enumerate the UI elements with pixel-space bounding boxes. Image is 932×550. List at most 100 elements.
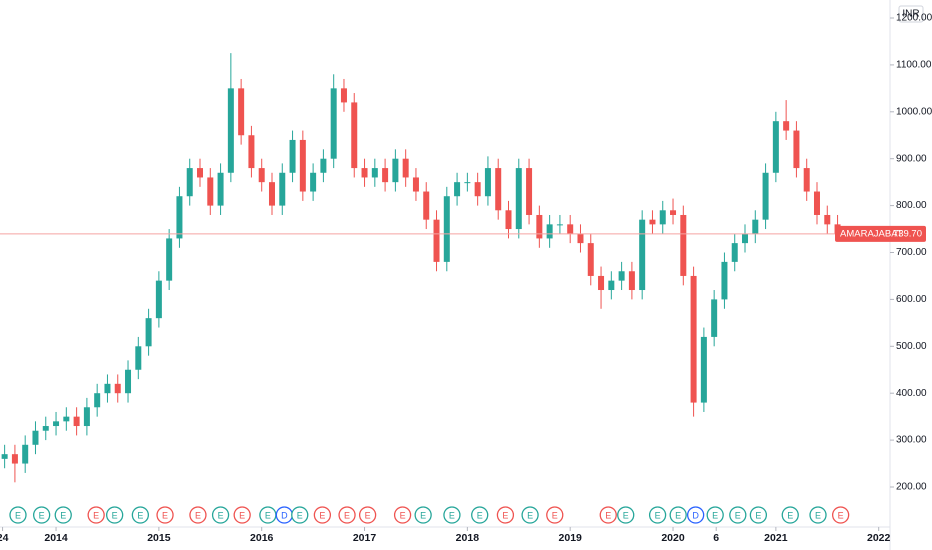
event-label: E <box>39 510 45 520</box>
candle-body <box>1 454 8 459</box>
x-tick-label: 2020 <box>661 532 685 544</box>
event-marker[interactable] <box>669 506 687 524</box>
candle-body <box>639 219 646 291</box>
y-tick-label: 200.00 <box>896 482 927 493</box>
price-label: 739.70 <box>893 228 922 239</box>
candle-body <box>423 191 430 220</box>
event-marker[interactable] <box>9 506 27 524</box>
event-marker[interactable] <box>211 506 230 524</box>
event-marker[interactable] <box>617 506 635 524</box>
event-marker[interactable] <box>749 506 768 524</box>
event-marker[interactable] <box>443 506 461 524</box>
candle-body <box>731 243 738 262</box>
candle-body <box>670 210 677 215</box>
event-marker[interactable] <box>809 506 827 524</box>
event-marker[interactable] <box>706 506 724 524</box>
event-marker[interactable] <box>87 506 105 524</box>
candle-body <box>289 139 296 173</box>
event-label: E <box>218 510 224 520</box>
y-tick-label: 1200.00 <box>896 13 932 24</box>
candle-body <box>505 210 512 230</box>
event-marker[interactable] <box>131 506 150 524</box>
event-marker[interactable] <box>32 506 51 524</box>
event-marker[interactable] <box>648 506 667 524</box>
event-label: E <box>477 510 483 520</box>
y-tick-label: 700.00 <box>896 247 927 258</box>
event-label: E <box>297 510 303 520</box>
event-marker[interactable] <box>233 506 251 524</box>
candle-body <box>258 168 265 183</box>
candle-body <box>361 168 368 178</box>
event-label: D <box>692 510 699 520</box>
candle-body <box>546 224 553 239</box>
y-tick-label: 600.00 <box>896 294 927 305</box>
currency-box[interactable] <box>898 5 924 23</box>
event-marker[interactable] <box>338 506 356 524</box>
candle-body <box>495 168 502 211</box>
candle-body <box>577 233 584 244</box>
x-tick-label: 2017 <box>353 532 377 544</box>
y-tick-label: 400.00 <box>896 388 927 399</box>
candle-body <box>32 430 39 445</box>
candle-body <box>628 271 635 291</box>
event-marker[interactable] <box>414 506 432 524</box>
axes <box>0 0 891 550</box>
event-label: E <box>755 510 761 520</box>
candle-body <box>536 214 543 239</box>
candle-body <box>515 168 522 230</box>
candle-body <box>382 168 389 183</box>
candle-body <box>824 214 831 225</box>
event-marker[interactable] <box>471 506 489 524</box>
candle-body <box>238 88 245 136</box>
event-label: E <box>137 510 143 520</box>
candle-body <box>310 172 317 192</box>
candle-body <box>42 426 49 431</box>
event-label: E <box>623 510 629 520</box>
currency: INR <box>902 9 919 20</box>
candle-body <box>217 172 224 206</box>
event-marker[interactable] <box>599 506 617 524</box>
event-marker[interactable] <box>729 506 747 524</box>
event-label: D <box>281 510 288 520</box>
candle-body <box>526 168 533 215</box>
event-label: E <box>712 510 718 520</box>
event-marker[interactable] <box>189 506 207 524</box>
event-marker[interactable] <box>521 506 539 524</box>
x-tick-label: 2018 <box>456 532 480 544</box>
event-marker[interactable] <box>156 506 174 524</box>
event-marker[interactable] <box>358 506 377 524</box>
event-marker[interactable] <box>781 506 799 524</box>
candle-body <box>556 224 563 226</box>
x-tick-label: 24 <box>0 532 9 544</box>
candle-body <box>618 271 625 281</box>
candle-body <box>711 299 718 337</box>
event-marker[interactable] <box>291 506 309 524</box>
event-label: E <box>15 510 21 520</box>
event-marker[interactable] <box>686 506 705 524</box>
event-marker[interactable] <box>546 506 564 524</box>
event-marker[interactable] <box>54 506 72 524</box>
event-label: E <box>400 510 406 520</box>
x-tick-label: 2016 <box>250 532 274 544</box>
candle-body <box>279 172 286 206</box>
candle-body <box>125 369 132 394</box>
event-marker[interactable] <box>831 506 850 524</box>
y-tick-label: 500.00 <box>896 341 927 352</box>
candle-body <box>340 88 347 103</box>
event-label: E <box>93 510 99 520</box>
candle-body <box>11 454 18 464</box>
candle-body <box>762 172 769 220</box>
candle-body <box>474 182 481 197</box>
event-marker[interactable] <box>313 506 332 524</box>
event-marker[interactable] <box>496 506 515 524</box>
event-marker[interactable] <box>106 506 124 524</box>
event-marker[interactable] <box>393 506 412 524</box>
candle-body <box>690 275 697 403</box>
candle-body <box>351 102 358 169</box>
candle-body <box>63 416 70 422</box>
y-tick-label: 900.00 <box>896 153 927 164</box>
candle-body <box>783 121 790 131</box>
event-label: E <box>605 510 611 520</box>
candle-body <box>484 168 491 197</box>
price-label-box <box>835 225 926 242</box>
